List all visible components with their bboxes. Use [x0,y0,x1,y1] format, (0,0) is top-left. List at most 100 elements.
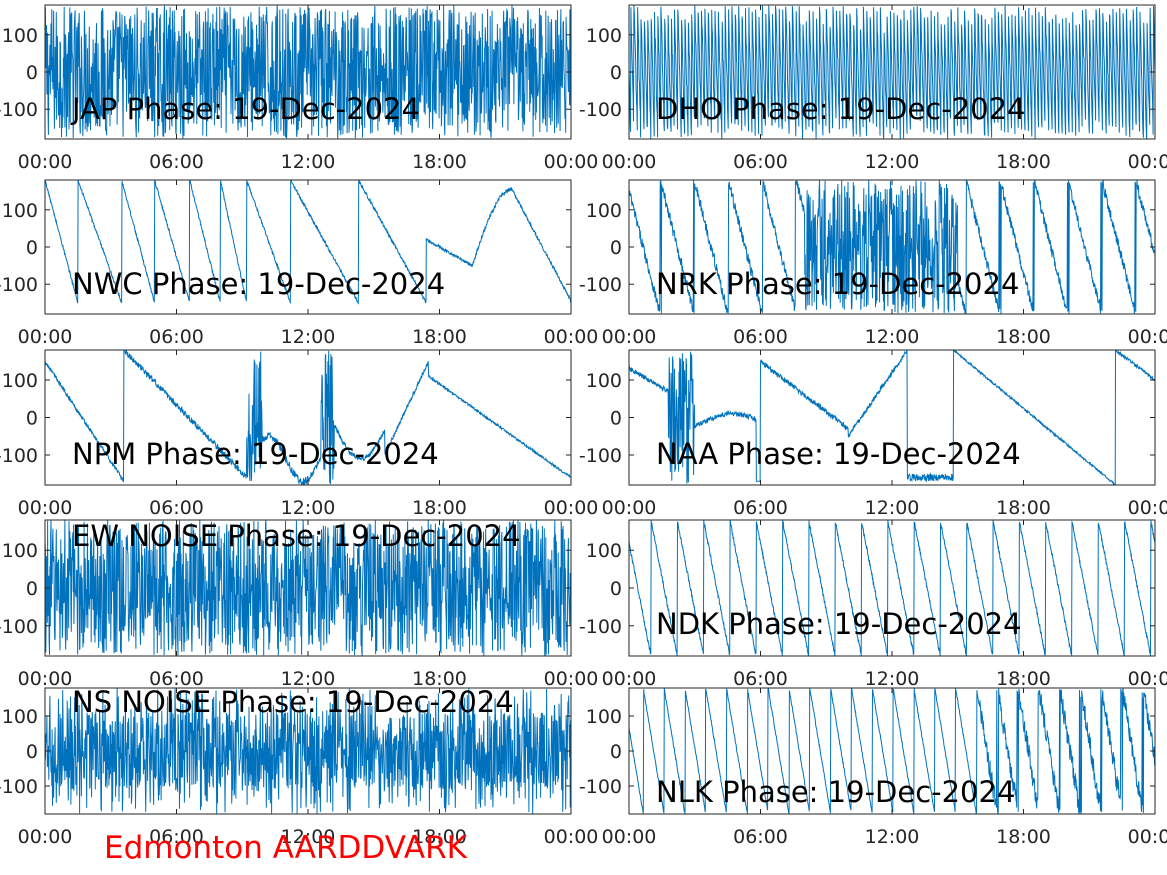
x-tick-label: 18:00 [996,151,1051,173]
series-line [45,180,571,305]
panel-nwc: 100 0 -100 00:00 06:00 12:00 18:00 00:00 NWC Pha… [0,179,599,348]
x-tick-label: 00:00 [18,497,73,519]
x-tick-label: 12:00 [865,668,920,690]
x-tick-label: 06:00 [149,151,204,173]
x-tick-label: 00:00 [1128,151,1167,173]
x-tick-label: 06:00 [149,326,204,348]
x-tick-label: 12:00 [281,668,336,690]
x-tick-label: 18:00 [996,668,1051,690]
panel-ns-noise: 100 0 -100 00:00 06:00 12:00 18:00 00:00 NS NOIS… [0,685,598,848]
y-tick-label: 100 [586,540,622,562]
x-tick-label: 00:00 [544,668,599,690]
y-tick-label: -100 [0,274,38,296]
y-tick-label: -100 [579,616,622,638]
y-tick-label: 100 [2,540,38,562]
x-tick-label: 00:00 [602,668,657,690]
y-tick-label: 0 [610,237,622,259]
series-line [629,5,1155,139]
x-tick-label: 06:00 [149,826,204,848]
y-tick-label: 0 [610,578,622,600]
x-tick-label: 12:00 [865,151,920,173]
y-tick-label: 100 [2,200,38,222]
series-line [629,350,1155,485]
panel-dho: 100 0 -100 00:00 06:00 12:00 18:00 00:00 DHO Pha… [579,4,1167,173]
x-tick-label: 18:00 [412,151,467,173]
y-tick-label: 100 [586,200,622,222]
x-tick-label: 12:00 [281,151,336,173]
x-tick-label: 00:00 [18,826,73,848]
y-tick-label: 100 [2,25,38,47]
x-tick-label: 00:00 [602,326,657,348]
y-tick-label: 0 [26,408,38,430]
x-tick-label: 06:00 [733,668,788,690]
series-line [629,520,1155,656]
y-tick-label: -100 [0,616,38,638]
panel-ndk: 100 0 -100 00:00 06:00 12:00 18:00 00:00 NDK Pha… [579,519,1167,690]
panel-title: JAP Phase: 19-Dec-2024 [70,92,420,126]
x-tick-label: 00:00 [1128,326,1167,348]
series-line [45,688,571,814]
x-tick-label: 18:00 [996,497,1051,519]
series-line [629,688,1155,814]
panel-title: NPM Phase: 19-Dec-2024 [72,437,439,471]
x-tick-label: 18:00 [412,826,467,848]
footer-station-label: Edmonton AARDDVARK [104,830,468,866]
panel-title: DHO Phase: 19-Dec-2024 [656,92,1026,126]
y-tick-label: 0 [610,62,622,84]
y-tick-label: 100 [586,370,622,392]
x-tick-label: 18:00 [412,326,467,348]
series-line [45,520,571,656]
x-tick-label: 00:00 [1128,497,1167,519]
panel-ew-noise: 100 0 -100 00:00 06:00 12:00 18:00 00:00 EW NOIS… [0,519,598,690]
panel-naa: 100 0 -100 00:00 06:00 12:00 18:00 00:00 NAA Pha… [579,349,1167,519]
panel-title: EW NOISE Phase: 19-Dec-2024 [72,519,521,553]
x-tick-label: 18:00 [412,668,467,690]
x-tick-label: 12:00 [281,497,336,519]
x-tick-label: 06:00 [733,497,788,519]
panel-nlk: 100 0 -100 00:00 06:00 12:00 18:00 00:00 NLK Pha… [579,687,1167,848]
y-tick-label: -100 [579,274,622,296]
x-tick-label: 00:00 [18,326,73,348]
y-tick-label: -100 [579,776,622,798]
panel-title: NDK Phase: 19-Dec-2024 [656,607,1022,641]
x-tick-label: 00:00 [544,497,599,519]
x-tick-label: 00:00 [602,151,657,173]
x-tick-label: 12:00 [865,497,920,519]
y-tick-label: 0 [26,237,38,259]
y-tick-label: -100 [579,99,622,121]
x-tick-label: 06:00 [149,497,204,519]
panel-title: NAA Phase: 19-Dec-2024 [656,437,1021,471]
x-tick-label: 00:00 [1128,668,1167,690]
x-tick-label: 00:00 [544,326,599,348]
panel-jap: 100 0 -100 00:00 06:00 12:00 18:00 00:00 JAP Pha… [0,4,599,173]
x-tick-label: 06:00 [733,326,788,348]
series-line [629,180,1155,314]
x-tick-label: 12:00 [865,826,920,848]
x-tick-label: 18:00 [412,497,467,519]
y-tick-label: -100 [0,776,38,798]
y-tick-label: 0 [26,578,38,600]
panel-title: NWC Phase: 19-Dec-2024 [72,267,445,301]
x-tick-label: 00:00 [18,151,73,173]
x-tick-label: 06:00 [733,826,788,848]
x-tick-label: 00:00 [544,826,599,848]
x-tick-label: 06:00 [733,151,788,173]
y-tick-label: -100 [0,445,38,467]
x-tick-label: 18:00 [996,326,1051,348]
y-tick-label: 0 [610,408,622,430]
x-tick-label: 00:00 [1128,826,1167,848]
x-tick-label: 12:00 [865,326,920,348]
x-tick-label: 00:00 [602,497,657,519]
y-tick-label: 100 [586,25,622,47]
x-tick-label: 00:00 [544,151,599,173]
series-line [45,350,571,485]
x-tick-label: 18:00 [996,826,1051,848]
y-tick-label: -100 [0,99,38,121]
x-tick-label: 12:00 [281,326,336,348]
panel-nrk: 100 0 -100 00:00 06:00 12:00 18:00 00:00 NRK Pha… [579,179,1167,348]
y-tick-label: 0 [610,741,622,763]
y-tick-label: 100 [2,706,38,728]
panel-title: NS NOISE Phase: 19-Dec-2024 [72,685,514,719]
y-tick-label: -100 [579,445,622,467]
y-tick-label: 100 [586,706,622,728]
